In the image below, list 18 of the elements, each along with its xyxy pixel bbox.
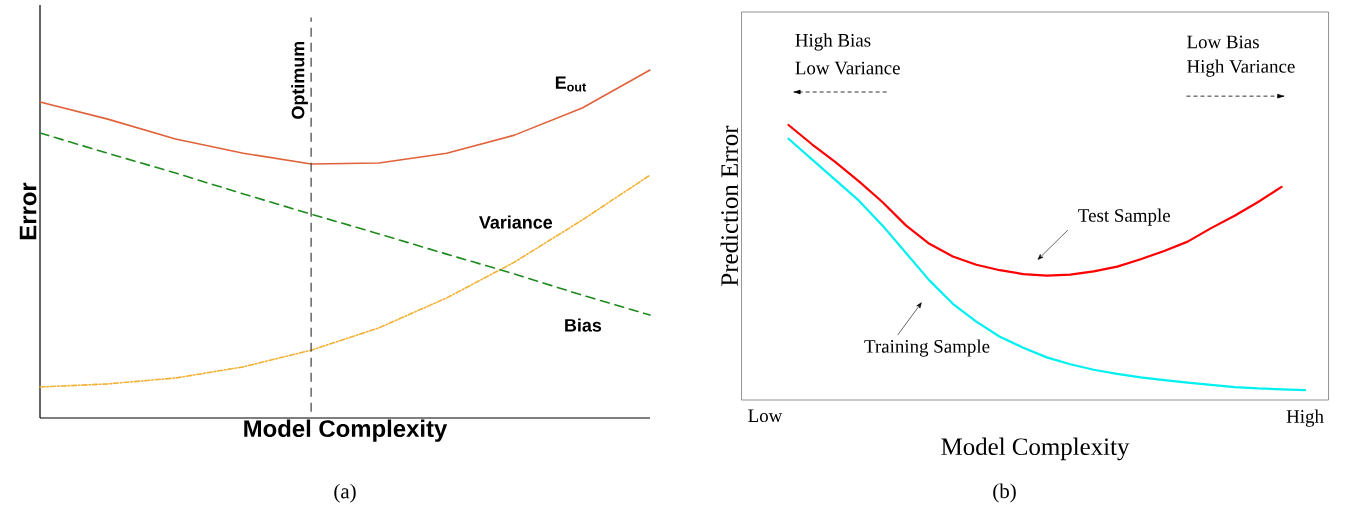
- x-tick-label: High: [1286, 409, 1324, 427]
- series-label: Variance: [479, 215, 553, 229]
- text: (a): [334, 483, 356, 503]
- text: High Variance: [1187, 59, 1295, 77]
- y-axis-title: Prediction Error: [720, 125, 739, 286]
- x-axis-title: Model Complexity: [244, 419, 448, 442]
- text: Low Bias: [1187, 35, 1259, 49]
- text: High Bias: [795, 33, 871, 51]
- series-label: Bias: [565, 318, 602, 332]
- y-axis-title: Error: [19, 182, 37, 240]
- text: (b): [993, 483, 1016, 503]
- series-label: E$_{out}$: [555, 76, 587, 92]
- text: Low Variance: [795, 61, 900, 75]
- text: Optimum: [291, 41, 308, 119]
- x-tick-label: Low: [748, 409, 783, 423]
- x-axis-title: Model Complexity: [941, 437, 1130, 461]
- series-label: Training Sample: [864, 339, 990, 357]
- series-label: Test Sample: [1078, 208, 1170, 226]
